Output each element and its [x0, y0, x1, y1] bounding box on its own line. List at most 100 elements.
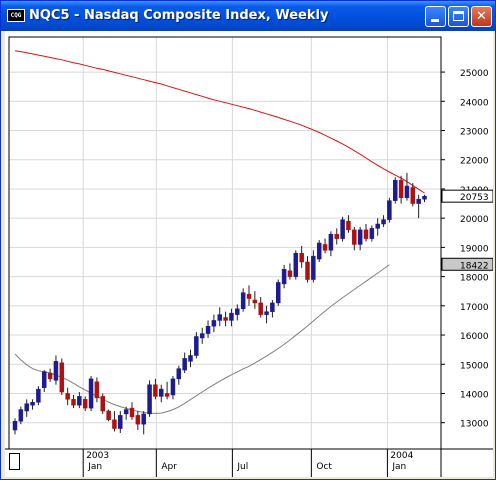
candle-up — [205, 326, 211, 334]
candle-down — [223, 317, 228, 321]
maximize-icon — [453, 11, 464, 21]
candle-up — [293, 252, 299, 277]
candle-down — [410, 187, 416, 204]
candle-down — [59, 362, 65, 393]
candle-down — [246, 293, 252, 299]
candle-down — [398, 179, 404, 198]
candle-down — [153, 384, 158, 397]
x-tick-label: Jan — [87, 462, 102, 472]
title-bar[interactable]: CQG NQC5 - Nasdaq Composite Index, Weekl… — [1, 1, 495, 31]
ma-value-box — [441, 257, 493, 271]
year-label: 2004 — [390, 451, 413, 461]
candle-down — [334, 233, 339, 239]
candle-up — [281, 269, 287, 285]
slow-ma-line — [14, 50, 425, 194]
candle-up — [141, 413, 146, 425]
y-tick-label: 16000 — [460, 332, 489, 342]
grid — [9, 37, 441, 449]
x-tick-label: Apr — [161, 462, 177, 472]
candle-down — [47, 372, 53, 380]
y-tick-label: 19000 — [460, 244, 489, 254]
candle-down — [71, 399, 76, 406]
candle-up — [328, 233, 334, 251]
candle-down — [164, 393, 170, 397]
candle-up — [357, 229, 363, 245]
candle-up — [240, 292, 246, 309]
candle-up — [123, 409, 129, 415]
candle-up — [270, 302, 275, 312]
candle-up — [316, 242, 322, 260]
candle-up — [375, 223, 380, 229]
y-tick-label: 14000 — [460, 390, 489, 400]
candle-up — [387, 200, 392, 220]
candle-up — [199, 333, 205, 339]
candle-down — [252, 299, 258, 304]
y-tick-label: 23000 — [460, 128, 489, 138]
candle-up — [18, 409, 24, 422]
fast-ma-line — [14, 264, 390, 414]
last-price-label: 20753 — [460, 193, 489, 203]
x-tick-label: Jul — [236, 462, 248, 472]
candle-up — [369, 228, 375, 239]
candle-up — [217, 314, 222, 321]
y-tick-label: 25000 — [460, 69, 489, 79]
candle-up — [416, 198, 421, 204]
maximize-button[interactable] — [448, 6, 469, 27]
price-chart[interactable]: 13000 14000 15000 16000 17000 18000 19000 20000… — [5, 31, 493, 477]
candle-down — [322, 244, 328, 251]
y-tick-label: 20000 — [460, 215, 489, 225]
minimize-icon — [431, 19, 439, 22]
y-tick-label: 13000 — [460, 420, 489, 430]
candle-down — [363, 229, 369, 239]
y-tick-label: 15000 — [460, 361, 489, 371]
candle-up — [53, 361, 59, 381]
candle-up — [147, 384, 152, 415]
candle-down — [346, 220, 351, 231]
x-tick-label: Oct — [316, 462, 332, 472]
candle-up — [393, 179, 398, 201]
candle-up — [340, 219, 345, 239]
candle-down — [299, 252, 304, 263]
last-price-box — [441, 189, 493, 203]
window-title: NQC5 - Nasdaq Composite Index, Weekly — [29, 8, 329, 23]
y-tick-label: 24000 — [460, 98, 489, 108]
candle-up — [77, 396, 82, 406]
y-tick-label: 22000 — [460, 157, 489, 167]
candle-down — [135, 415, 141, 425]
candle-up — [88, 378, 94, 409]
candle-down — [305, 261, 310, 280]
candle-up — [188, 355, 193, 362]
candle-down — [258, 302, 263, 315]
candle-down — [106, 410, 111, 421]
scroll-thumb[interactable] — [9, 453, 20, 470]
candle-up — [381, 219, 386, 225]
candle-down — [129, 407, 135, 418]
y-tick-label: 18000 — [460, 274, 489, 284]
candle-up — [30, 401, 35, 406]
moving-averages — [14, 50, 425, 414]
candle-up — [42, 371, 47, 388]
candle-down — [112, 419, 117, 429]
chart-area[interactable]: 13000 14000 15000 16000 17000 18000 19000 20000… — [5, 31, 493, 477]
candle-up — [311, 255, 316, 280]
x-tick-label: Jan — [391, 462, 406, 472]
candle-up — [118, 415, 123, 429]
close-button[interactable]: ✕ — [471, 6, 492, 27]
axes: 13000 14000 15000 16000 17000 18000 19000 20000… — [5, 36, 493, 477]
candle-down — [82, 399, 88, 409]
candle-up — [159, 388, 164, 397]
year-label: 2003 — [86, 451, 109, 461]
candle-up — [176, 368, 182, 380]
candle-down — [287, 270, 293, 277]
candle-up — [170, 378, 176, 396]
candle-up — [24, 403, 29, 412]
minimize-button[interactable] — [425, 6, 446, 27]
app-icon: CQG — [7, 9, 25, 22]
candle-up — [211, 320, 217, 327]
candle-down — [94, 381, 100, 399]
ma-value-label: 18422 — [460, 261, 489, 271]
candle-up — [182, 358, 187, 371]
close-icon: ✕ — [476, 9, 487, 24]
candle-up — [422, 195, 427, 200]
